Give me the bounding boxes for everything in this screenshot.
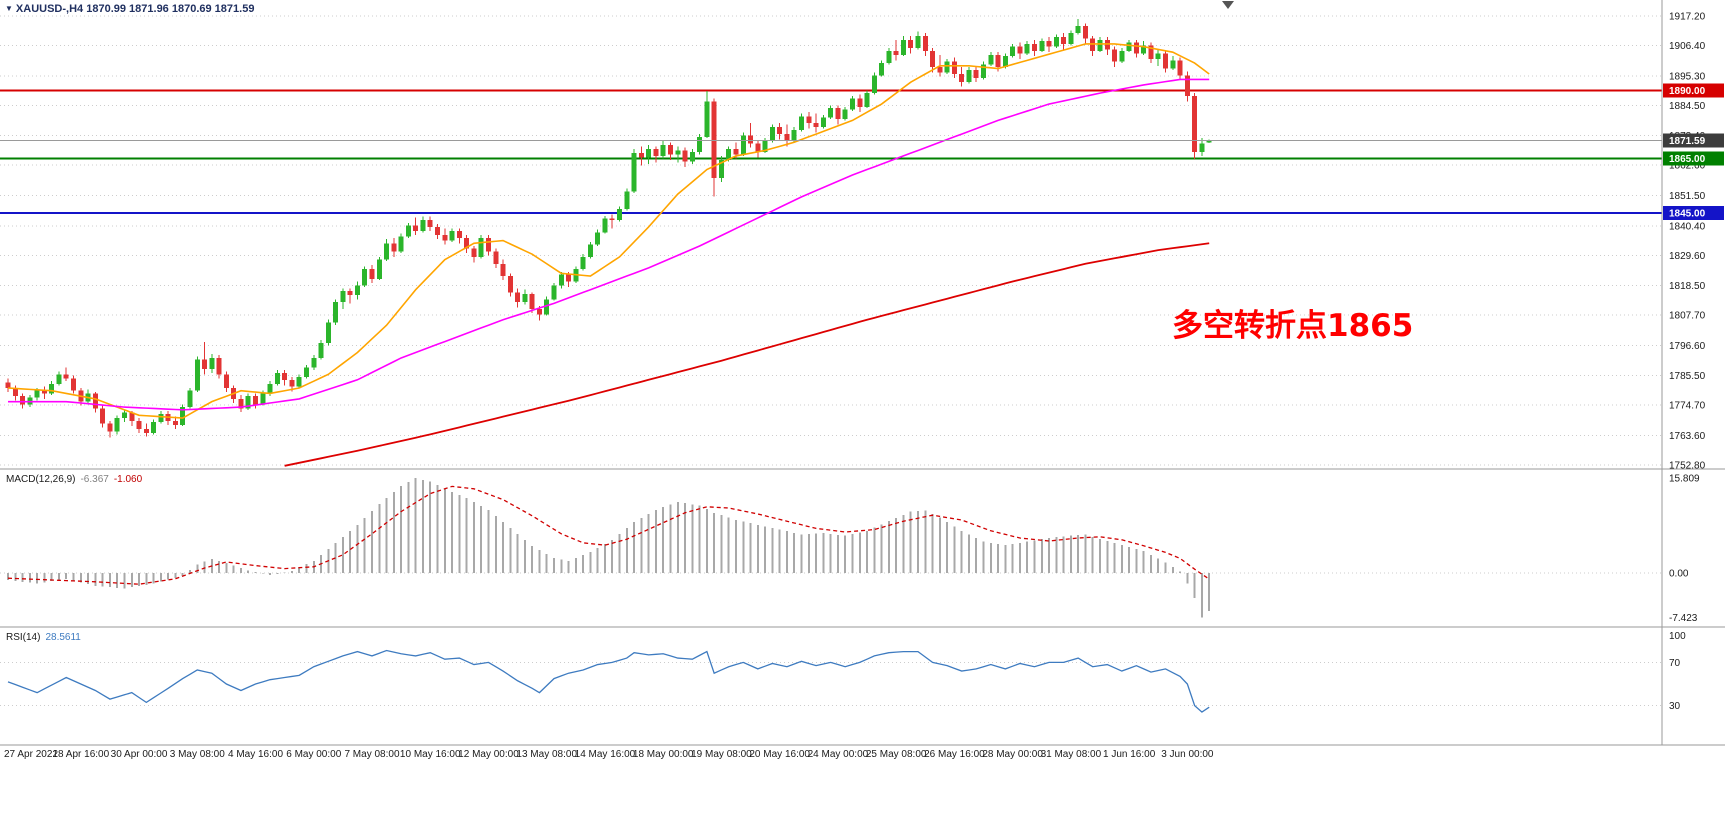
svg-text:28 May 00:00: 28 May 00:00 — [982, 749, 1043, 760]
rsi-value: 28.5611 — [45, 632, 81, 643]
svg-text:1890.00: 1890.00 — [1669, 86, 1706, 97]
rsi-line — [7, 649, 1210, 713]
macd-axis[interactable]: 15.809 0.00 -7.423 — [1669, 473, 1700, 623]
svg-text:3 May 08:00: 3 May 08:00 — [170, 749, 225, 760]
svg-text:1871.59: 1871.59 — [1669, 136, 1706, 147]
rsi-axis[interactable]: 100 70 30 — [1669, 631, 1686, 712]
svg-text:19 May 08:00: 19 May 08:00 — [691, 749, 752, 760]
svg-text:1917.20: 1917.20 — [1669, 12, 1706, 23]
svg-text:1796.60: 1796.60 — [1669, 341, 1706, 352]
svg-text:1845.00: 1845.00 — [1669, 209, 1706, 220]
svg-text:1884.50: 1884.50 — [1669, 101, 1706, 112]
macd-signal-line — [7, 485, 1210, 585]
svg-text:1851.50: 1851.50 — [1669, 191, 1706, 202]
chart-symbol-period: XAUUSD-,H4 — [15, 3, 84, 15]
ma-orange-line — [7, 43, 1210, 419]
svg-text:1774.70: 1774.70 — [1669, 401, 1706, 412]
svg-text:1906.40: 1906.40 — [1669, 41, 1706, 52]
svg-text:1785.50: 1785.50 — [1669, 371, 1706, 382]
svg-text:14 May 16:00: 14 May 16:00 — [575, 749, 636, 760]
current-price-badge: 1871.59 — [1663, 133, 1724, 148]
level-lines[interactable] — [0, 89, 1662, 215]
svg-text:13 May 08:00: 13 May 08:00 — [516, 749, 577, 760]
svg-text:1752.80: 1752.80 — [1669, 460, 1706, 471]
svg-text:1895.30: 1895.30 — [1669, 71, 1706, 82]
svg-text:20 May 16:00: 20 May 16:00 — [749, 749, 810, 760]
svg-text:15.809: 15.809 — [1669, 473, 1700, 484]
candlestick-series — [5, 18, 1212, 438]
macd-histogram — [7, 477, 1211, 618]
svg-text:1807.70: 1807.70 — [1669, 311, 1706, 322]
macd-signal-value: -1.060 — [113, 474, 143, 485]
svg-text:3 Jun 00:00: 3 Jun 00:00 — [1161, 749, 1214, 760]
svg-text:1818.50: 1818.50 — [1669, 281, 1706, 292]
macd-indicator-label: MACD(12,26,9) -6.367 -1.060 — [6, 474, 142, 485]
rsi-name: RSI(14) — [6, 632, 41, 643]
svg-text:26 May 16:00: 26 May 16:00 — [924, 749, 985, 760]
svg-text:1865.00: 1865.00 — [1669, 154, 1706, 165]
svg-text:7 May 08:00: 7 May 08:00 — [344, 749, 399, 760]
price-axis[interactable]: 1917.201906.401895.301884.501873.401862.… — [1663, 12, 1724, 472]
ma-red-line — [284, 242, 1210, 467]
rsi-indicator-label: RSI(14) 28.5611 — [6, 632, 81, 643]
chart-shift-marker-icon[interactable] — [1222, 1, 1234, 9]
chart-title-arrow-icon: ▼ — [5, 4, 13, 13]
price-gridlines — [0, 15, 1662, 466]
rsi-level-lines — [0, 661, 1662, 707]
svg-text:1862.60: 1862.60 — [1669, 161, 1706, 172]
svg-text:1829.60: 1829.60 — [1669, 251, 1706, 262]
chart-title: ▼ XAUUSD-,H4 1870.99 1871.96 1870.69 1871… — [5, 3, 254, 15]
macd-name: MACD(12,26,9) — [6, 474, 76, 485]
svg-text:1840.40: 1840.40 — [1669, 221, 1706, 232]
chart-annotation-text[interactable]: 多空转折点1865 — [1172, 308, 1414, 344]
svg-text:100: 100 — [1669, 631, 1686, 642]
svg-text:10 May 16:00: 10 May 16:00 — [400, 749, 461, 760]
svg-text:6 May 00:00: 6 May 00:00 — [286, 749, 341, 760]
svg-text:25 May 08:00: 25 May 08:00 — [866, 749, 927, 760]
price-badge-1845.00: 1845.00 — [1663, 206, 1724, 221]
svg-text:28 Apr 16:00: 28 Apr 16:00 — [52, 749, 109, 760]
chart-ohlc-values: 1870.99 1871.96 1870.69 1871.59 — [86, 3, 255, 15]
price-badge-1865.00: 1865.00 — [1663, 151, 1724, 166]
svg-text:31 May 08:00: 31 May 08:00 — [1041, 749, 1102, 760]
svg-text:12 May 00:00: 12 May 00:00 — [458, 749, 519, 760]
svg-text:1 Jun 16:00: 1 Jun 16:00 — [1103, 749, 1156, 760]
svg-text:30 Apr 00:00: 30 Apr 00:00 — [111, 749, 168, 760]
svg-text:4 May 16:00: 4 May 16:00 — [228, 749, 283, 760]
ma-magenta-line — [8, 78, 1210, 411]
svg-text:0.00: 0.00 — [1669, 568, 1689, 579]
svg-text:-7.423: -7.423 — [1669, 613, 1698, 624]
macd-main-value: -6.367 — [80, 474, 109, 485]
svg-text:18 May 00:00: 18 May 00:00 — [633, 749, 694, 760]
svg-text:70: 70 — [1669, 658, 1681, 669]
svg-text:24 May 00:00: 24 May 00:00 — [808, 749, 869, 760]
svg-text:27 Apr 2021: 27 Apr 2021 — [4, 749, 58, 760]
svg-text:30: 30 — [1669, 701, 1681, 712]
panel-separators — [0, 0, 1725, 746]
price-badge-1890.00: 1890.00 — [1663, 83, 1724, 98]
svg-text:1763.60: 1763.60 — [1669, 431, 1706, 442]
